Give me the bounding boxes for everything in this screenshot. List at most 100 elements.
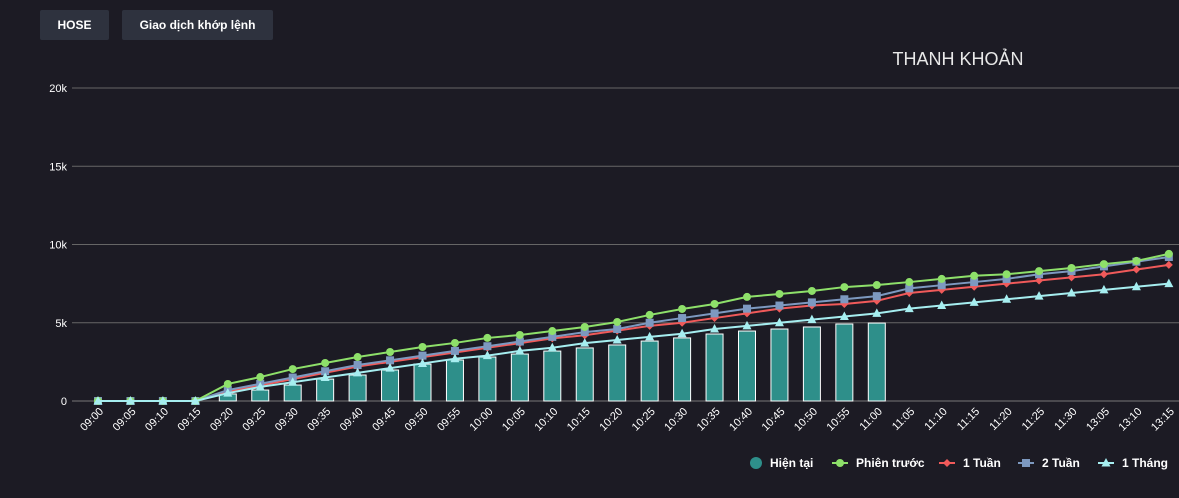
data-point — [970, 271, 979, 280]
data-point — [547, 342, 557, 352]
legend-label: Hiện tại — [770, 456, 813, 470]
bar-hien-tai — [835, 323, 854, 402]
bar-hien-tai — [445, 359, 464, 402]
data-point — [613, 325, 622, 334]
y-tick-label: 5k — [55, 318, 67, 330]
data-point — [807, 286, 816, 295]
data-point — [1035, 267, 1044, 276]
bar-hien-tai — [316, 378, 335, 402]
legend-item[interactable]: Hiện tại — [750, 456, 813, 470]
data-point — [1002, 270, 1011, 279]
data-point — [937, 281, 946, 290]
x-tick-label: 10:00 — [468, 406, 496, 434]
data-point — [678, 304, 687, 313]
bar-hien-tai — [705, 333, 724, 402]
data-point — [1002, 294, 1012, 303]
bar-hien-tai — [738, 330, 756, 402]
data-point — [905, 278, 914, 287]
data-point — [969, 297, 979, 306]
x-tick-label: 10:10 — [532, 406, 560, 434]
data-point — [1164, 260, 1173, 269]
exchange-button-hose[interactable]: HOSE — [40, 10, 109, 40]
data-point — [1132, 265, 1141, 274]
x-tick-label: 13:05 — [1084, 406, 1112, 434]
x-tick-label: 10:55 — [825, 406, 853, 434]
x-tick-label: 11:10 — [922, 406, 949, 433]
data-point — [970, 278, 979, 287]
x-tick-label: 11:30 — [1052, 406, 1079, 433]
legend-label: 2 Tuần — [1042, 456, 1080, 470]
legend-item[interactable]: Phiên trước — [832, 456, 925, 470]
data-point — [515, 345, 525, 355]
x-tick-label: 10:15 — [565, 406, 593, 434]
data-point — [1164, 278, 1174, 288]
data-point — [223, 379, 232, 388]
data-point — [418, 343, 427, 352]
data-point — [775, 301, 784, 310]
series-line — [98, 256, 1169, 402]
data-point — [710, 309, 719, 318]
bar-hien-tai — [381, 369, 400, 402]
legend-item[interactable]: 2 Tuần — [1018, 456, 1080, 470]
data-point — [1164, 249, 1173, 258]
bar-hien-tai — [543, 350, 562, 402]
data-point — [353, 353, 362, 362]
data-point — [386, 348, 395, 357]
data-point — [807, 314, 817, 324]
bar-hien-tai — [673, 337, 692, 402]
data-point — [743, 292, 751, 301]
data-point — [1067, 273, 1076, 282]
legend-marker-icon — [1022, 459, 1030, 467]
bar-hien-tai — [413, 363, 432, 402]
data-point — [645, 331, 655, 341]
legend-bar-icon — [750, 457, 762, 469]
data-point — [710, 299, 719, 308]
data-point — [385, 363, 395, 372]
x-tick-label: 11:05 — [890, 406, 917, 433]
data-point — [1099, 284, 1109, 294]
data-point — [645, 310, 654, 319]
data-point — [515, 330, 524, 339]
data-point — [450, 338, 459, 347]
data-point — [937, 274, 946, 283]
x-tick-label: 11:20 — [987, 406, 1014, 433]
x-tick-label: 10:45 — [760, 406, 788, 434]
chart-title: THANH KHOẢN — [892, 48, 1023, 69]
data-point — [483, 333, 492, 342]
data-point — [418, 358, 427, 367]
bar-hien-tai — [575, 347, 594, 402]
y-tick-label: 0 — [61, 396, 67, 408]
data-point — [1035, 276, 1044, 285]
x-tick-label: 09:30 — [273, 406, 301, 434]
data-point — [223, 388, 233, 397]
data-point — [1002, 274, 1011, 283]
bar-hien-tai — [348, 374, 367, 402]
y-tick-label: 15k — [49, 161, 67, 173]
data-point — [839, 311, 849, 320]
series-line — [98, 263, 1169, 402]
data-point — [418, 351, 427, 360]
bar-hien-tai — [640, 340, 659, 402]
data-point — [1132, 256, 1141, 265]
data-point — [645, 318, 654, 327]
data-point — [678, 314, 687, 323]
bar-hien-tai — [802, 326, 821, 402]
legend-item[interactable]: 1 Tháng — [1098, 456, 1168, 470]
x-tick-label: 11:00 — [858, 406, 885, 433]
data-point — [321, 367, 330, 376]
x-tick-label: 09:10 — [143, 406, 171, 434]
x-tick-label: 10:35 — [695, 406, 723, 434]
matched-trading-button[interactable]: Giao dịch khớp lệnh — [122, 10, 273, 40]
x-tick-label: 11:15 — [955, 406, 982, 433]
data-point — [190, 396, 200, 405]
legend-item[interactable]: 1 Tuần — [939, 456, 1001, 470]
x-tick-label: 10:20 — [597, 406, 625, 434]
data-point — [743, 304, 751, 313]
x-tick-label: 10:30 — [662, 406, 690, 434]
data-point — [1131, 281, 1141, 291]
x-tick-label: 09:20 — [208, 406, 236, 434]
data-point — [1099, 260, 1108, 269]
data-point — [515, 337, 524, 346]
data-point — [353, 367, 363, 377]
series-line — [98, 282, 1169, 402]
